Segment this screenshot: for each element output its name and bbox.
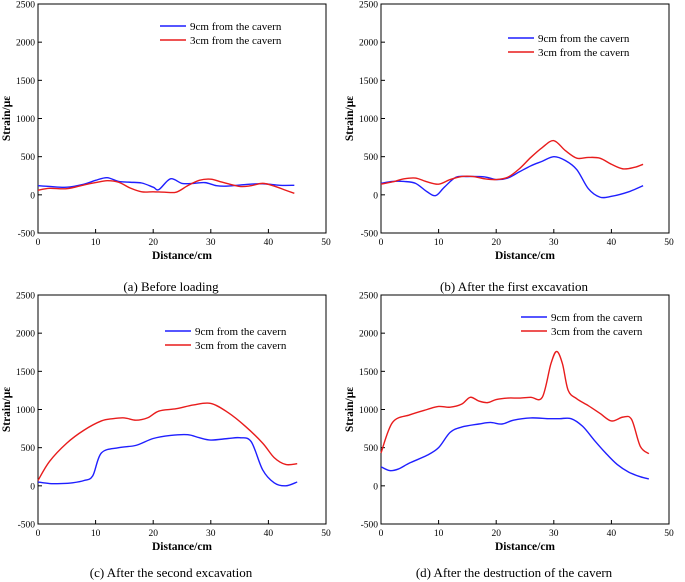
chart-b-caption: (b) After the first excavation [440,279,588,294]
x-tick-label: 40 [607,238,617,248]
x-axis-label: Distance/cm [152,541,212,553]
legend-label: 9cm from the cavern [195,326,287,338]
series-line-3cm [37,178,295,194]
legend-label: 9cm from the cavern [551,312,643,324]
x-tick-label: 20 [491,238,501,248]
y-tick-label: 1500 [16,77,35,87]
x-tick-label: 10 [434,238,444,248]
x-tick-label: 30 [549,238,559,248]
legend-label: 3cm from the cavern [190,35,282,47]
y-tick-label: -500 [361,230,379,240]
y-axis-label: Strain/με [1,387,13,432]
plot-frame [37,3,327,234]
chart-panel-b: 0 10 20 30 40 50 -500 0 500 1000 1500 2000 2500 Dista… [343,0,685,295]
chart-c-svg: 0 10 20 30 40 50-50005001000150020002500Dista… [1,292,331,554]
x-tick-label: 50 [664,529,674,539]
y-tick-label: 2000 [16,330,35,340]
x-tick-label: 40 [264,238,274,248]
x-tick-label: 10 [434,529,444,539]
y-tick-label: 2000 [16,39,35,49]
y-tick-label: 2500 [359,292,378,302]
y-tick-label: 500 [21,444,36,454]
x-axis-label: Distance/cm [495,250,555,262]
x-tick-label: 50 [664,238,674,248]
y-tick-label: 2000 [359,39,378,49]
x-tick-label: 0 [379,529,384,539]
x-tick-label: 10 [91,238,101,248]
series-line-9cm [380,155,644,199]
series-line-9cm [37,433,298,487]
chart-panel-a: 0 10 20 30 40 50 -500 0 500 1000 1500 2000 2500 Dista… [0,0,342,295]
chart-panel-d: 0 10 20 30 40 50 -500 0 500 1000 1500 2000 2500 Dista… [343,291,685,582]
y-tick-label: 1000 [359,115,378,125]
y-axis-label: Strain/με [344,96,356,141]
x-tick-label: 50 [321,529,331,539]
chart-a-svg: 0 10 20 30 40 50-50005001000150020002500Dista… [1,1,331,263]
y-tick-label: 0 [30,191,35,201]
legend-label: 3cm from the cavern [195,340,287,352]
y-tick-label: 1000 [16,115,35,125]
y-tick-label: 0 [373,482,378,492]
x-tick-label: 50 [321,238,331,248]
y-tick-label: 2500 [16,292,35,302]
legend-label: 3cm from the cavern [551,326,643,338]
legend-label: 9cm from the cavern [538,33,630,45]
legend-label: 3cm from the cavern [538,47,630,59]
y-tick-label: 2000 [359,330,378,340]
y-tick-label: 1500 [359,77,378,87]
y-tick-label: 2500 [16,1,35,11]
y-tick-label: 2500 [359,1,378,11]
x-tick-label: 0 [36,529,41,539]
series-line-3cm [380,350,650,455]
y-tick-label: 1000 [359,406,378,416]
x-tick-label: 0 [379,238,384,248]
chart-d-svg: 0 10 20 30 40 50-50005001000150020002500Dista… [344,292,674,554]
y-tick-label: -500 [361,521,379,531]
legend-label: 9cm from the cavern [190,21,282,33]
x-tick-label: 20 [148,238,158,248]
y-tick-label: 0 [373,191,378,201]
chart-c-caption: (c) After the second excavation [89,565,253,580]
y-axis-label: Strain/με [1,96,13,141]
y-axis-label: Strain/με [344,387,356,432]
x-tick-label: 20 [491,529,501,539]
series-line-3cm [380,139,644,185]
y-tick-label: 500 [364,444,379,454]
x-tick-label: 0 [36,238,41,248]
chart-a-caption: (a) Before loading [123,279,219,294]
y-tick-label: 500 [21,153,36,163]
x-axis-label: Distance/cm [495,541,555,553]
x-tick-label: 30 [206,529,216,539]
chart-panel-c: 0 10 20 30 40 50 -500 0 500 1000 1500 2000 2500 Dista… [0,291,342,582]
y-tick-label: -500 [18,521,36,531]
chart-d-caption: (d) After the destruction of the cavern [415,565,613,580]
x-tick-label: 30 [549,529,559,539]
chart-b-svg: 0 10 20 30 40 50-50005001000150020002500Dista… [344,1,674,263]
series-line-9cm [37,176,295,191]
y-tick-label: 1000 [16,406,35,416]
x-tick-label: 30 [206,238,216,248]
x-tick-label: 10 [91,529,101,539]
x-tick-label: 40 [264,529,274,539]
series-line-9cm [380,417,650,480]
y-tick-label: 1500 [16,368,35,378]
y-tick-label: 1500 [359,368,378,378]
series-line-3cm [37,402,298,481]
x-tick-label: 40 [607,529,617,539]
y-tick-label: 500 [364,153,379,163]
y-tick-label: -500 [18,230,36,240]
y-tick-label: 0 [30,482,35,492]
x-axis-label: Distance/cm [152,250,212,262]
x-tick-label: 20 [148,529,158,539]
